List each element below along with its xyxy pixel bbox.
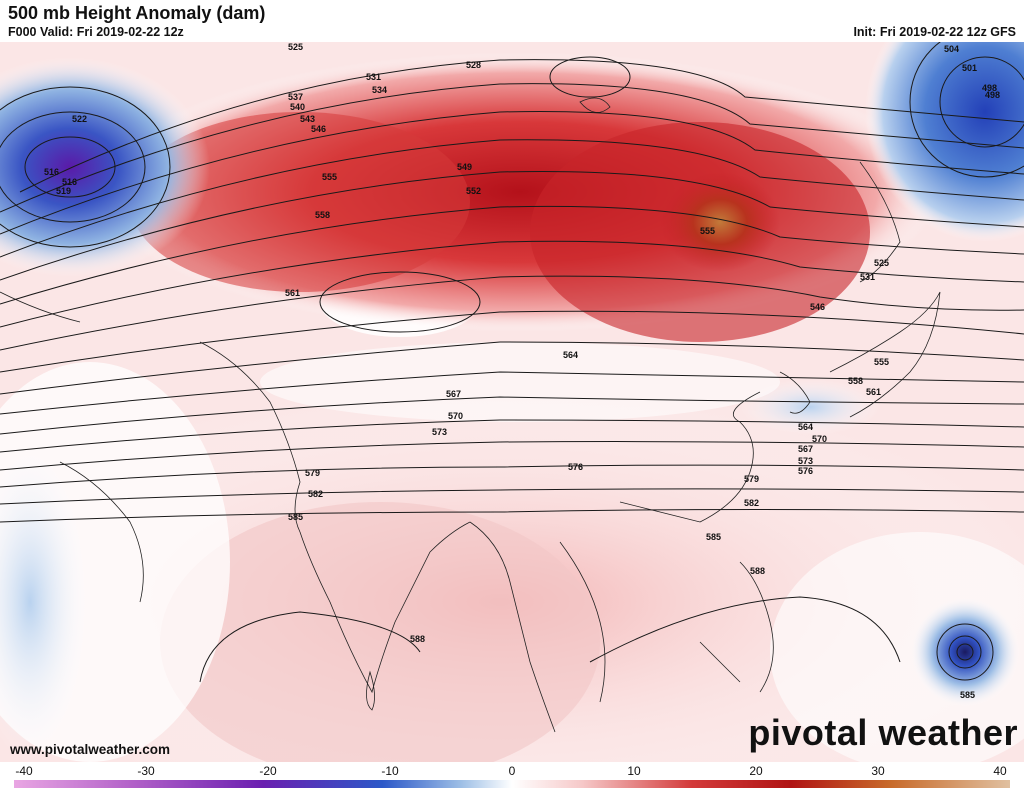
contour-label: 555	[322, 172, 337, 182]
contour-label: 570	[448, 411, 463, 421]
contour-label: 576	[798, 466, 813, 476]
contour-label: 570	[812, 434, 827, 444]
colorbar-tick: 30	[871, 764, 885, 778]
colorbar-tick: 40	[993, 764, 1007, 778]
colorbar-tick: -40	[15, 764, 33, 778]
contour-label: 573	[432, 427, 447, 437]
height-anomaly-map: 525 528 531 534 537 540 543 546 549 552 …	[0, 42, 1024, 762]
contour-label: 564	[798, 422, 813, 432]
low-east-center-label: 498	[985, 90, 1000, 100]
contour-label: 585	[288, 512, 303, 522]
anomaly-low-west	[0, 57, 210, 277]
contour-label: 546	[810, 302, 825, 312]
contour-label: 585	[706, 532, 721, 542]
cyclone-label: 585	[960, 690, 975, 700]
contour-label: 561	[285, 288, 300, 298]
contour-label: 531	[860, 272, 875, 282]
contour-label: 552	[466, 186, 481, 196]
map-canvas: 525 528 531 534 537 540 543 546 549 552 …	[0, 42, 1024, 762]
contour-label: 519	[56, 186, 71, 196]
colorbar-gradient	[14, 780, 1010, 788]
low-west-center-label: 516	[44, 167, 59, 177]
anomaly-mid-white	[260, 342, 780, 422]
contour-label: 525	[874, 258, 889, 268]
contour-label: 579	[305, 468, 320, 478]
anomaly-west-blue	[0, 442, 90, 762]
contour-label: 546	[311, 124, 326, 134]
contour-label: 516	[62, 177, 77, 187]
map-title: 500 mb Height Anomaly (dam)	[8, 3, 266, 23]
contour-label: 561	[866, 387, 881, 397]
contour-labels: 525 528 531 534 537 540 543 546 549 552 …	[56, 42, 997, 644]
colorbar-tick: -30	[137, 764, 155, 778]
contour-label: 567	[446, 389, 461, 399]
contour-label: 498	[982, 83, 997, 93]
contour-label: 582	[744, 498, 759, 508]
anomaly-cyclone	[910, 597, 1020, 707]
init-time: Init: Fri 2019-02-22 12z GFS	[853, 25, 1016, 39]
anomaly-colorbar	[14, 780, 1010, 788]
contour-label: 531	[366, 72, 381, 82]
contour-label: 567	[798, 444, 813, 454]
contour-label: 540	[290, 102, 305, 112]
contour-label: 543	[300, 114, 315, 124]
anomaly-low-east	[865, 42, 1024, 242]
anomaly-japan-blue	[740, 379, 880, 435]
valid-time: F000 Valid: Fri 2019-02-22 12z	[8, 25, 184, 39]
anomaly-india-pink	[160, 502, 600, 762]
contour-label: 579	[744, 474, 759, 484]
anomaly-ridge-core	[660, 172, 780, 272]
contour-label: 525	[288, 42, 303, 52]
contour-label: 558	[848, 376, 863, 386]
contour-label: 588	[750, 566, 765, 576]
contour-label: 501	[962, 63, 977, 73]
height-contours	[0, 42, 1024, 683]
colorbar-tick: 0	[508, 764, 516, 778]
contour-label: 573	[798, 456, 813, 466]
contour-label: 537	[288, 92, 303, 102]
contour-label: 504	[944, 44, 959, 54]
contour-label: 558	[315, 210, 330, 220]
anomaly-ridge-west	[130, 112, 470, 292]
high-center-label: 555	[700, 226, 715, 236]
contour-label: 564	[563, 350, 578, 360]
colorbar-tick: -10	[381, 764, 399, 778]
contour-label: 555	[874, 357, 889, 367]
contour-label: 582	[308, 489, 323, 499]
colorbar-tick: 10	[627, 764, 641, 778]
contour-label: 549	[457, 162, 472, 172]
map-header: 500 mb Height Anomaly (dam) F000 Valid: …	[0, 0, 1024, 42]
contour-label: 576	[568, 462, 583, 472]
contour-label: 588	[410, 634, 425, 644]
colorbar-tick: 20	[749, 764, 763, 778]
source-url: www.pivotalweather.com	[10, 742, 171, 757]
contour-label: 522	[72, 114, 87, 124]
brand-logo: pivotal weather	[748, 712, 1018, 753]
contour-label: 528	[466, 60, 481, 70]
colorbar-tick: -20	[259, 764, 277, 778]
contour-label: 534	[372, 85, 387, 95]
